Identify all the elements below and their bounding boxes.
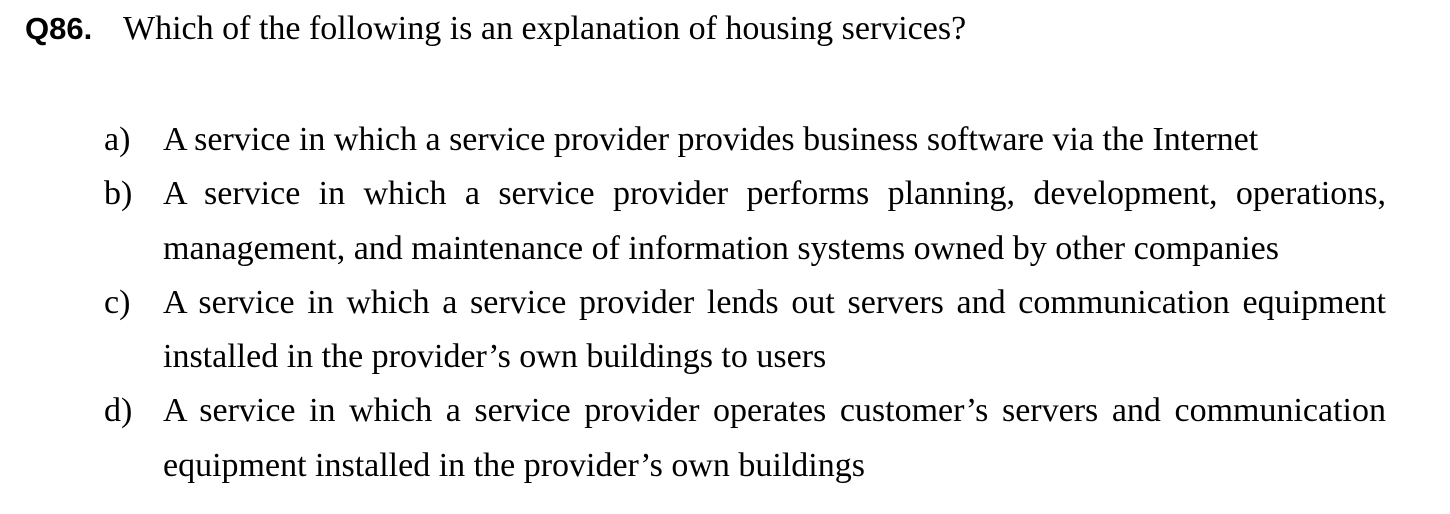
option-d: d) A service in which a service provider…: [104, 384, 1386, 493]
option-c-label: c): [104, 283, 131, 321]
option-a-label: a): [104, 121, 131, 158]
question: Q86. Which of the following is an explana…: [25, 10, 1425, 48]
option-b-label: b): [104, 175, 133, 213]
option-b: b) A service in which a service provider…: [104, 167, 1386, 276]
option-d-text: A service in which a service provider op…: [163, 392, 1386, 484]
option-c-text: A service in which a service provider le…: [163, 283, 1386, 376]
option-d-label: d): [104, 392, 133, 430]
option-a-text: A service in which a service provider pr…: [163, 121, 1259, 158]
option-c: c) A service in which a service provider…: [104, 276, 1386, 385]
option-a: a) A service in which a service provider…: [104, 113, 1386, 167]
answer-options: a) A service in which a service provider…: [104, 113, 1386, 493]
question-text: Which of the following is an explanation…: [123, 10, 967, 47]
option-b-text: A service in which a service provider pe…: [163, 175, 1386, 267]
question-number: Q86.: [25, 11, 93, 46]
